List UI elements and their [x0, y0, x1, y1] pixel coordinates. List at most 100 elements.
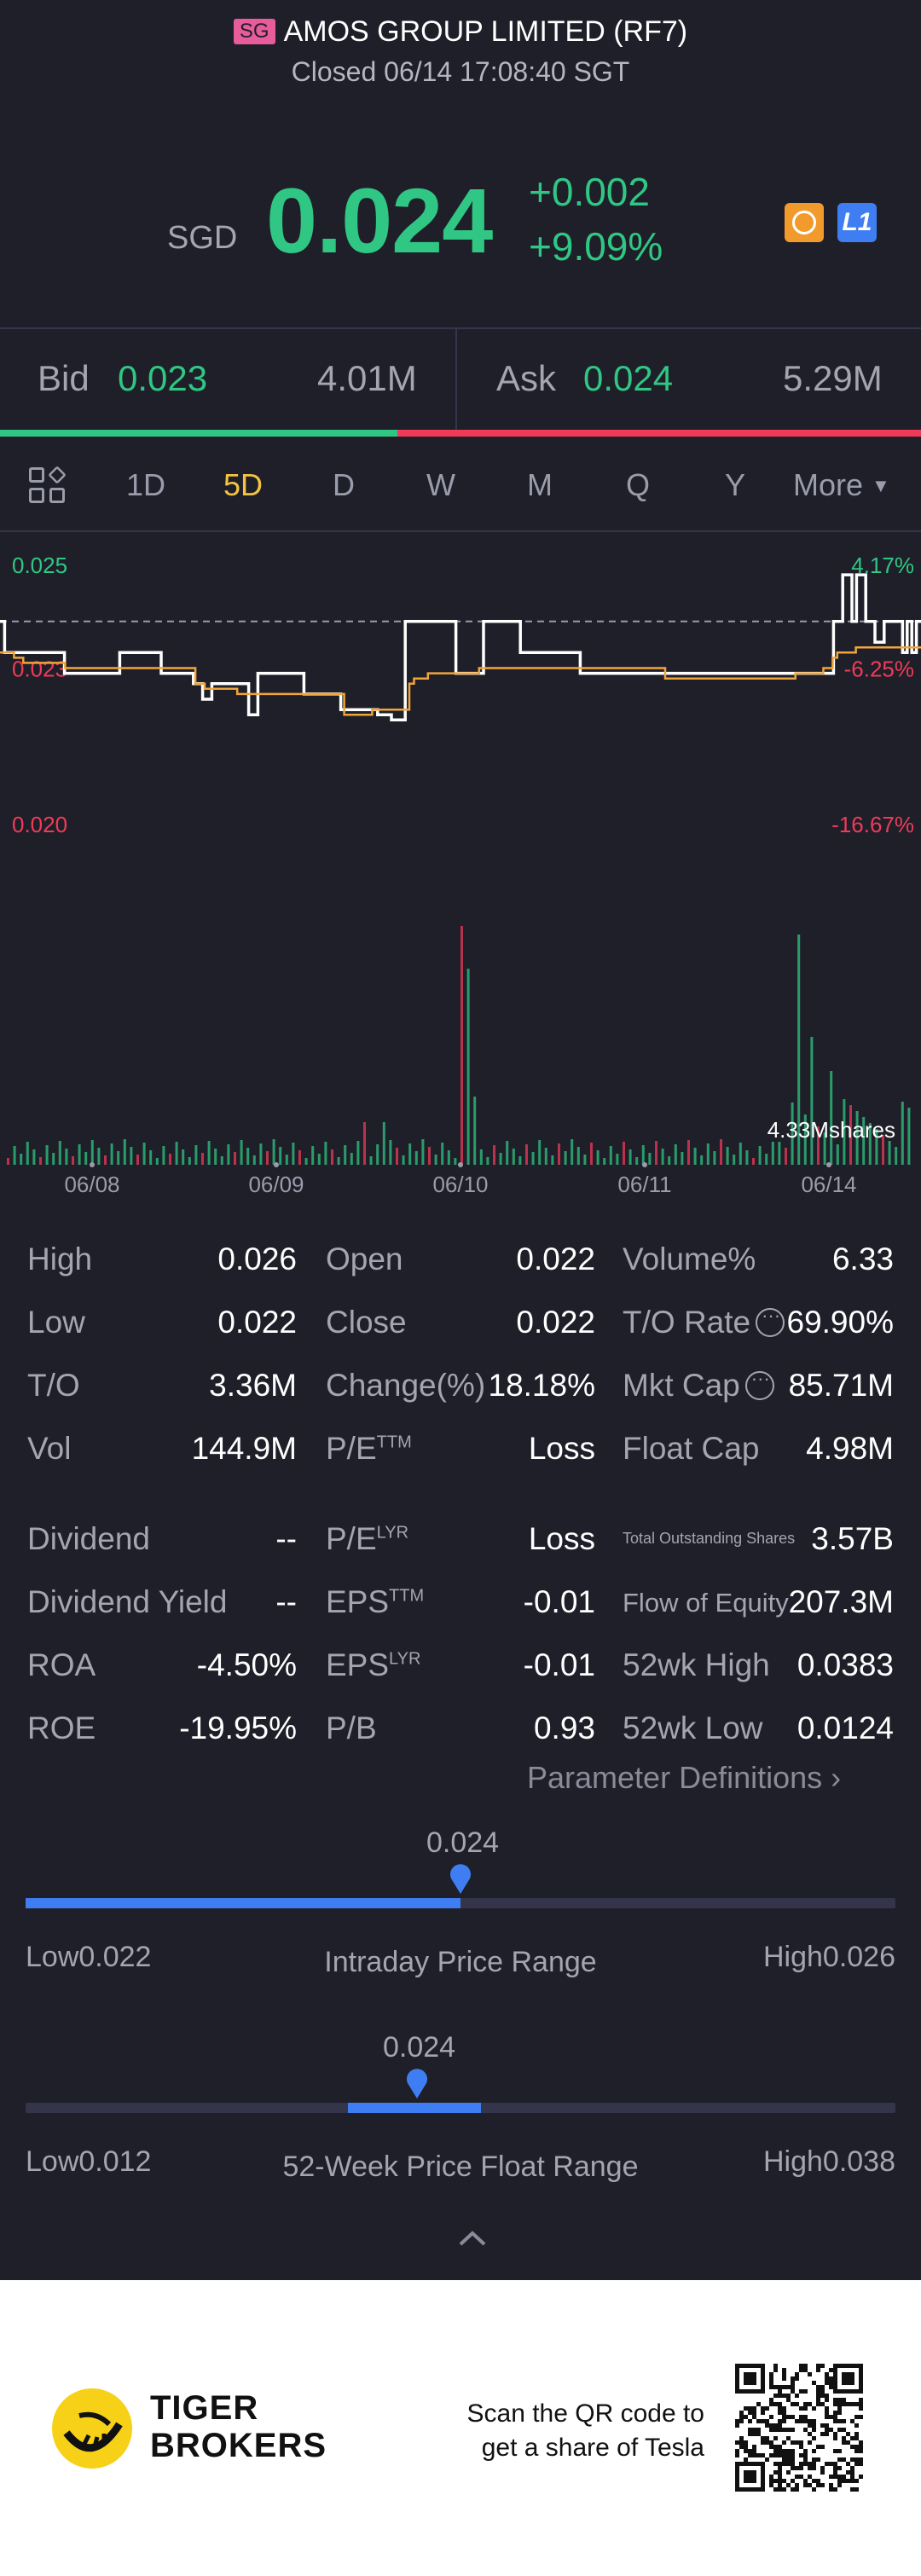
qr-module: [833, 2419, 837, 2423]
footer-banner: TIGER BROKERS Scan the QR code to get a …: [0, 2280, 921, 2576]
volume-bar: [855, 1111, 859, 1165]
qr-module: [837, 2406, 842, 2411]
x-tick-dot: [458, 1162, 463, 1167]
level1-badge-icon[interactable]: L1: [837, 203, 877, 242]
qr-module: [820, 2389, 825, 2394]
qr-module: [799, 2440, 803, 2445]
qr-module: [765, 2419, 769, 2423]
qr-module: [795, 2376, 799, 2381]
volume-bar: [434, 1155, 437, 1165]
volume-bar: [576, 1147, 580, 1165]
qr-module: [773, 2462, 778, 2466]
tab-y[interactable]: Y: [725, 467, 746, 502]
qr-module: [859, 2475, 863, 2479]
stock-title: SG AMOS GROUP LIMITED (RF7): [0, 15, 921, 49]
volume-bar: [706, 1143, 710, 1165]
qr-module: [769, 2423, 773, 2428]
volume-bar: [142, 1143, 146, 1165]
tab-1d[interactable]: 1D: [126, 467, 166, 502]
qr-module: [773, 2394, 778, 2398]
tab-q[interactable]: Q: [626, 467, 651, 502]
volume-bar: [182, 1149, 185, 1165]
qr-module: [825, 2423, 829, 2428]
volume-bar: [551, 1155, 554, 1165]
stat-mktcap-label[interactable]: Mkt Cap: [623, 1368, 774, 1404]
volume-bar: [317, 1154, 321, 1165]
x-tick-label: 06/09: [248, 1172, 304, 1197]
volume-bar: [473, 1097, 477, 1165]
tab-m[interactable]: M: [527, 467, 553, 502]
volume-label: 4.33Mshares: [768, 1117, 895, 1143]
tab-more[interactable]: More ▼: [793, 467, 890, 503]
qr-module: [795, 2475, 799, 2479]
qr-module: [761, 2411, 765, 2415]
volume-bar: [843, 1099, 846, 1165]
qr-module: [808, 2419, 812, 2423]
qr-module: [773, 2479, 778, 2483]
closed-market-icon[interactable]: [785, 203, 824, 242]
volume-bar: [272, 1139, 275, 1165]
qr-module: [825, 2432, 829, 2436]
qr-module: [825, 2462, 829, 2466]
qr-module: [761, 2440, 765, 2445]
qr-module: [816, 2445, 820, 2449]
qr-module: [778, 2475, 782, 2479]
qr-module: [735, 2423, 739, 2428]
tab-d[interactable]: D: [333, 467, 355, 502]
qr-module: [812, 2487, 816, 2492]
volume-bar: [785, 1148, 787, 1165]
qr-module: [756, 2428, 761, 2432]
volume-bar: [466, 969, 470, 1165]
stat-close: 0.022: [516, 1305, 595, 1340]
qr-code[interactable]: [735, 2364, 863, 2492]
qr-module: [748, 2411, 752, 2415]
parameter-definitions-link[interactable]: Parameter Definitions ›: [527, 1760, 841, 1796]
volume-bar: [311, 1146, 315, 1165]
x-tick-dot: [826, 1162, 831, 1167]
week52-current-value: 0.024: [383, 2031, 456, 2064]
info-icon[interactable]: [744, 1368, 774, 1400]
qr-module: [756, 2432, 761, 2436]
chart-settings-icon[interactable]: [29, 466, 67, 505]
qr-module: [756, 2402, 761, 2406]
price-chart[interactable]: 0.025 4.17%0.023 -6.25%0.020 -16.67%4.33Msh…: [0, 537, 921, 1202]
qr-module: [833, 2436, 837, 2440]
tab-w[interactable]: W: [426, 467, 455, 502]
qr-module: [739, 2445, 744, 2449]
qr-module: [769, 2385, 773, 2389]
volume-bar: [454, 1158, 457, 1165]
tab-5d[interactable]: 5D: [223, 467, 264, 502]
bid-price: 0.023: [118, 358, 208, 398]
qr-module: [850, 2445, 854, 2449]
qr-module: [829, 2368, 833, 2372]
qr-module: [837, 2457, 842, 2462]
qr-module: [782, 2440, 786, 2445]
volume-bar: [162, 1146, 165, 1165]
volume-bar: [506, 1141, 509, 1165]
stat-h52-label: 52wk High: [623, 1647, 770, 1682]
qr-module: [803, 2389, 808, 2394]
qr-module: [769, 2453, 773, 2457]
chevron-up-icon[interactable]: [457, 2229, 488, 2248]
volume-bar: [39, 1157, 42, 1165]
info-icon[interactable]: [756, 1305, 785, 1337]
pe-label: P/E: [326, 1431, 377, 1466]
stat-pe-ttm-label: P/ETTM: [326, 1431, 412, 1467]
qr-module: [778, 2445, 782, 2449]
qr-module: [808, 2402, 812, 2406]
volume-bar: [188, 1157, 191, 1165]
stat-l52-label: 52wk Low: [623, 1711, 763, 1745]
stat-torate-label[interactable]: T/O Rate: [623, 1305, 785, 1340]
qr-module: [778, 2466, 782, 2470]
eps-label: EPS: [326, 1584, 390, 1619]
volume-bar: [266, 1151, 269, 1165]
brand-line1: TIGER: [150, 2389, 259, 2427]
qr-module: [837, 2398, 842, 2402]
qr-module: [765, 2436, 769, 2440]
qr-module: [769, 2402, 773, 2406]
qr-module: [786, 2462, 791, 2466]
volume-bar: [849, 1105, 852, 1165]
volume-bar: [110, 1143, 113, 1165]
qr-module: [820, 2394, 825, 2398]
stat-eps-lyr: -0.01: [523, 1647, 595, 1682]
